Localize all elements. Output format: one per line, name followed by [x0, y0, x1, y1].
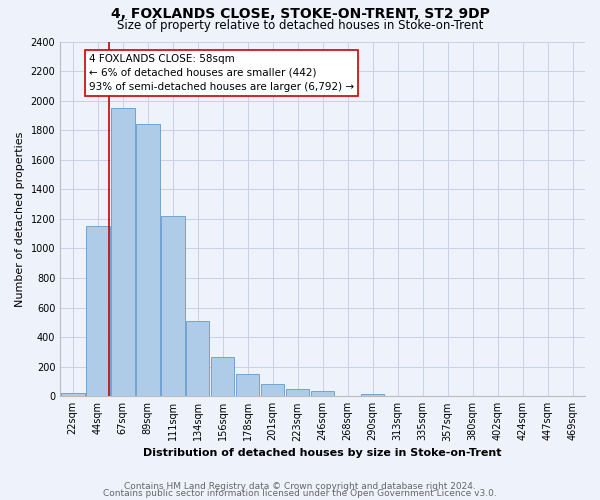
Text: Contains HM Land Registry data © Crown copyright and database right 2024.: Contains HM Land Registry data © Crown c… [124, 482, 476, 491]
Bar [311, 390, 334, 396]
Bar [286, 389, 310, 396]
Y-axis label: Number of detached properties: Number of detached properties [15, 131, 25, 306]
Bar [86, 226, 110, 396]
Text: Contains public sector information licensed under the Open Government Licence v3: Contains public sector information licen… [103, 489, 497, 498]
Bar [161, 216, 185, 396]
Bar [186, 321, 209, 396]
X-axis label: Distribution of detached houses by size in Stoke-on-Trent: Distribution of detached houses by size … [143, 448, 502, 458]
Bar [61, 392, 85, 396]
Bar [111, 108, 134, 397]
Bar [361, 394, 385, 396]
Bar [236, 374, 259, 396]
Bar [211, 357, 235, 397]
Text: Size of property relative to detached houses in Stoke-on-Trent: Size of property relative to detached ho… [117, 18, 483, 32]
Bar [136, 124, 160, 396]
Text: 4, FOXLANDS CLOSE, STOKE-ON-TRENT, ST2 9DP: 4, FOXLANDS CLOSE, STOKE-ON-TRENT, ST2 9… [110, 8, 490, 22]
Bar [261, 384, 284, 396]
Text: 4 FOXLANDS CLOSE: 58sqm
← 6% of detached houses are smaller (442)
93% of semi-de: 4 FOXLANDS CLOSE: 58sqm ← 6% of detached… [89, 54, 354, 92]
